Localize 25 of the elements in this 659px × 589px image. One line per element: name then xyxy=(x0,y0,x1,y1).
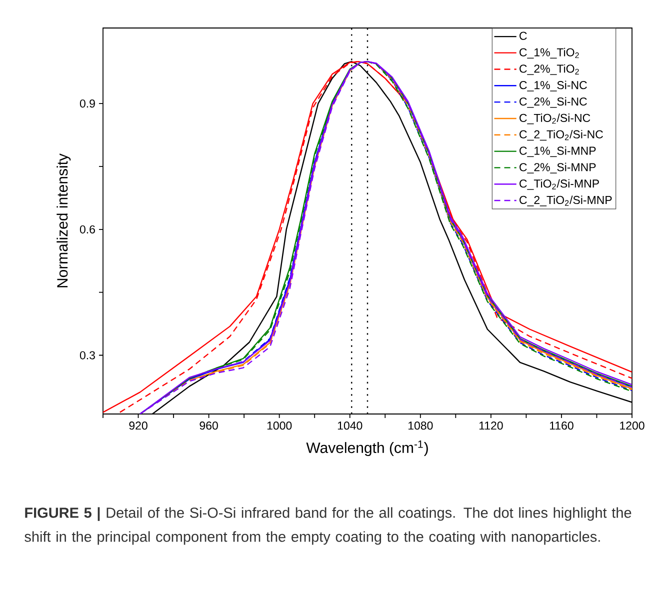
legend-label: C_2%_Si-NC xyxy=(520,97,587,108)
x-tick-label: 1160 xyxy=(550,422,574,430)
legend-label: C_TiO$_{2}$/Si-NC xyxy=(520,114,590,124)
x-axis-title: Wavelength (cm$^{-1}$) xyxy=(306,440,428,456)
legend-label: C_2_TiO$_{2}$/Si-MNP xyxy=(520,196,612,206)
x-tick-label: 1120 xyxy=(479,422,503,430)
x-tick-label: 1040 xyxy=(338,422,362,430)
y-tick-label: 0.3 xyxy=(80,351,95,360)
legend-label: C_1%_Si-MNP xyxy=(520,146,596,157)
legend-label: C_1%_Si-NC xyxy=(520,80,587,92)
y-axis-title: Normalized intensity xyxy=(56,154,71,288)
x-tick-label: 1080 xyxy=(408,422,433,430)
legend-label: C_2%_Si-MNP xyxy=(520,162,596,174)
legend-label: C_2%_TiO$_{2}$ xyxy=(520,64,579,75)
x-tick-label: 1200 xyxy=(620,422,644,430)
y-tick-label: 0.6 xyxy=(80,225,95,234)
text: FIGURE 5 | Detail of the Si-O-Si infrared band for the all coatings. The dot lines highlight the shift in the principal component from the empty coating to the coating with nanoparticles. xyxy=(24,507,632,545)
x-tick-label: 920 xyxy=(129,422,148,430)
legend-label: C xyxy=(520,32,527,40)
legend-label: C_1%_TiO$_{2}$ xyxy=(520,48,579,59)
x-tick-label: 1000 xyxy=(267,422,292,430)
y-tick-label: 0.9 xyxy=(80,99,95,108)
x-tick-label: 960 xyxy=(200,422,218,430)
legend-label: C_2_TiO$_{2}$/Si-NC xyxy=(520,130,603,141)
legend-label: C_TiO$_{2}$/Si-MNP xyxy=(520,179,599,190)
